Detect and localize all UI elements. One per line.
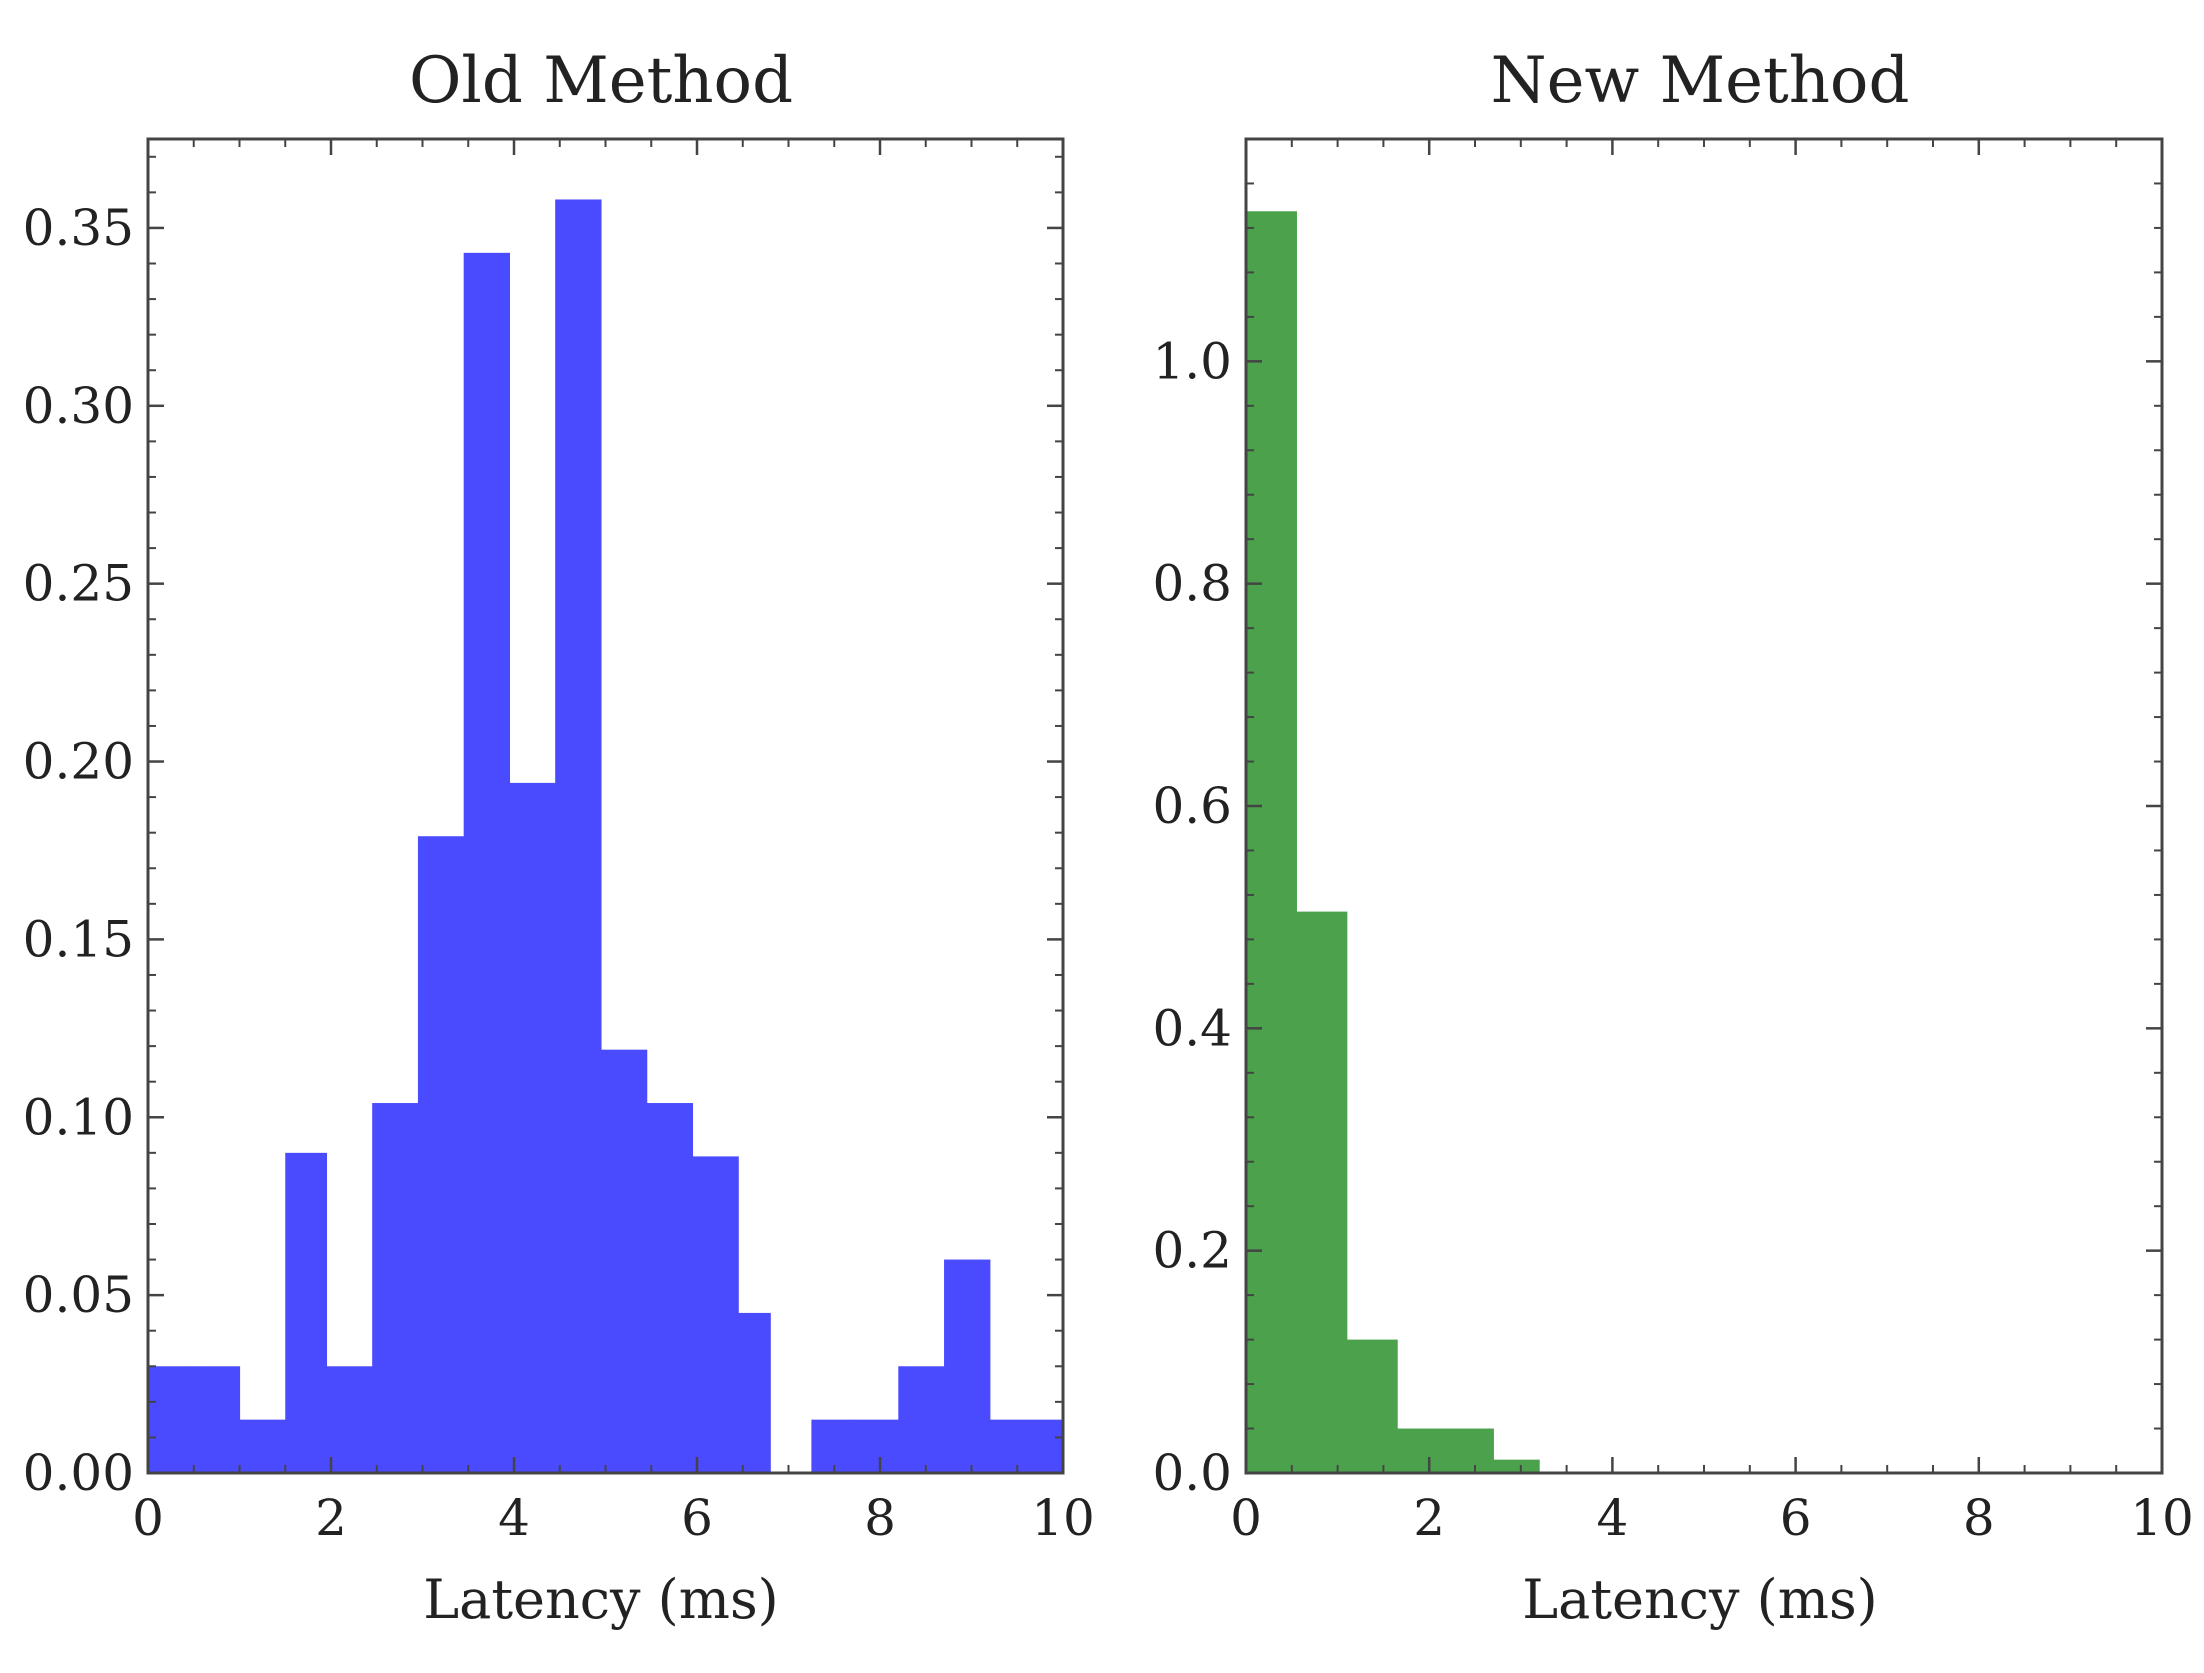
histogram-bar <box>738 1312 771 1473</box>
y-tick-label: 0.10 <box>23 1088 134 1146</box>
y-tick-label: 0.8 <box>1152 555 1232 613</box>
histogram-bar <box>463 252 511 1473</box>
histogram-bar <box>944 1259 991 1473</box>
histogram-bar <box>326 1366 373 1473</box>
histogram-bar <box>509 782 556 1473</box>
histogram-bar <box>852 1419 899 1473</box>
chart-panel-new-method: New Method 0 2 4 6 8 10 0.0 0.2 0.4 0.6 0.8 1.0 Lat… <box>1152 44 2193 1631</box>
histogram-bar <box>285 1152 328 1473</box>
histogram-bar <box>600 1049 648 1473</box>
y-tick-label: 0.20 <box>23 733 134 791</box>
x-axis-label: Latency (ms) <box>423 1568 778 1631</box>
histogram-bar <box>191 1366 241 1473</box>
histogram-bar <box>1447 1428 1494 1473</box>
x-tick-label: 10 <box>2130 1489 2194 1547</box>
tick-marks <box>146 139 1065 1475</box>
y-tick-label: 0.2 <box>1152 1222 1232 1280</box>
chart-title: Old Method <box>409 44 793 118</box>
histogram-bar <box>372 1103 419 1473</box>
x-tick-label: 8 <box>864 1489 896 1547</box>
histogram-bar <box>811 1419 854 1473</box>
y-tick-label: 0.05 <box>23 1266 134 1324</box>
chart-title: New Method <box>1491 44 1910 118</box>
x-tick-label: 6 <box>1780 1489 1812 1547</box>
x-tick-label: 0 <box>132 1489 164 1547</box>
x-tick-label: 6 <box>681 1489 713 1547</box>
y-tick-label: 1.0 <box>1152 332 1232 390</box>
y-tick-label: 0.30 <box>23 377 134 435</box>
y-tick-label: 0.6 <box>1152 777 1232 835</box>
x-tick-label: 2 <box>1413 1489 1445 1547</box>
histogram-bar <box>646 1103 694 1473</box>
histogram-bar <box>1296 911 1348 1473</box>
histogram-bar <box>989 1419 1064 1473</box>
bars-group <box>1246 211 1540 1474</box>
histogram-bar <box>692 1156 739 1473</box>
histogram-bar <box>1493 1459 1540 1473</box>
x-axis-label: Latency (ms) <box>1522 1568 1877 1631</box>
x-tick-label: 8 <box>1963 1489 1995 1547</box>
y-tick-label: 0.25 <box>23 555 134 613</box>
x-tick-label: 2 <box>315 1489 347 1547</box>
y-tick-label: 0.4 <box>1152 999 1232 1057</box>
x-tick-label: 0 <box>1230 1489 1262 1547</box>
histogram-bar <box>1397 1428 1449 1473</box>
histogram-bar <box>239 1419 286 1473</box>
histogram-bar <box>148 1366 193 1473</box>
y-tick-label: 0.15 <box>23 910 134 968</box>
tick-labels: 0 2 4 6 8 10 0.0 0.2 0.4 0.6 0.8 1.0 <box>1152 332 2193 1547</box>
x-tick-label: 4 <box>498 1489 530 1547</box>
histogram-bar <box>555 199 602 1474</box>
histogram-bar <box>898 1366 945 1473</box>
tick-marks <box>1244 139 2164 1475</box>
y-tick-label: 0.0 <box>1152 1444 1232 1502</box>
histogram-bar <box>1346 1339 1398 1473</box>
x-tick-label: 10 <box>1031 1489 1095 1547</box>
histogram-bar <box>417 836 465 1473</box>
tick-labels: 0 2 4 6 8 10 0.00 0.05 0.10 0.15 0.20 0.25 0.30 0.35 <box>23 199 1095 1547</box>
chart-panel-old-method: Old Method 0 2 4 6 8 10 0.00 0.05 0.10 0.15 0.20 0.… <box>23 44 1095 1631</box>
bars-group <box>148 199 1064 1474</box>
histogram-bar <box>1246 211 1297 1474</box>
y-tick-label: 0.35 <box>23 199 134 257</box>
x-tick-label: 4 <box>1596 1489 1628 1547</box>
y-tick-label: 0.00 <box>23 1444 134 1502</box>
